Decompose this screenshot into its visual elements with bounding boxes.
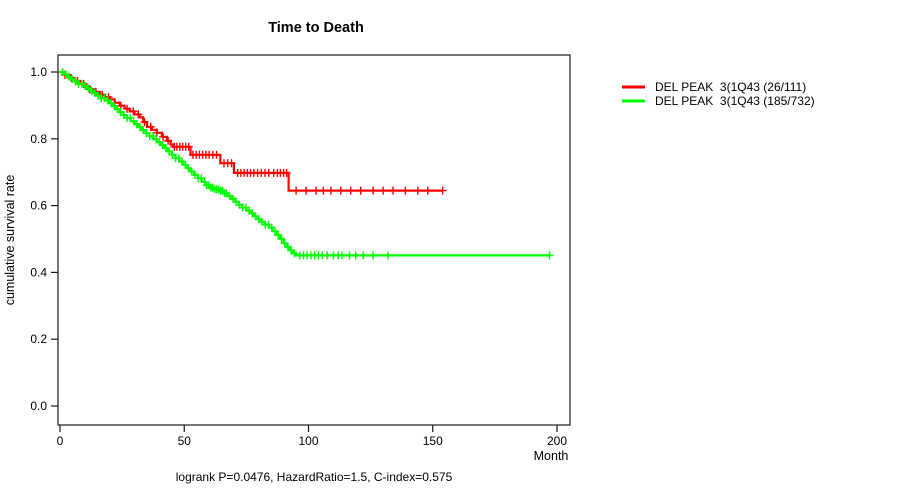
footer-annotation: logrank P=0.0476, HazardRatio=1.5, C-ind… [176,470,453,484]
y-tick-label: 0.8 [30,132,47,146]
y-tick-label: 0.4 [30,265,47,279]
plot-content: 0 50 100 150 200 0.0 0.2 0.4 0.6 0.8 1.0 [30,65,567,448]
censor-marks-red [61,71,447,195]
y-tick-label: 0.2 [30,332,47,346]
y-tick-label: 0.0 [30,399,47,413]
legend: DEL PEAK 3(1Q43 (26/111) DEL PEAK 3(1Q43… [622,80,815,108]
y-axis-label: cumulative survival rate [3,175,17,306]
x-tick-label: 100 [298,434,318,448]
survival-curve-green [60,70,550,257]
censor-marks-green [58,68,554,260]
y-tick-label: 1.0 [30,65,47,79]
x-tick-label: 50 [178,434,192,448]
plot-box [57,54,571,426]
legend-label-red: DEL PEAK 3(1Q43 (26/111) [655,80,806,94]
legend-label-green: DEL PEAK 3(1Q43 (185/732) [655,94,815,108]
x-tick-label: 200 [547,434,567,448]
x-axis-label: Month [534,449,569,463]
x-tick-label: 150 [423,434,443,448]
y-tick-label: 0.6 [30,199,47,213]
x-tick-label: 0 [57,434,64,448]
chart-title: Time to Death [268,20,364,36]
